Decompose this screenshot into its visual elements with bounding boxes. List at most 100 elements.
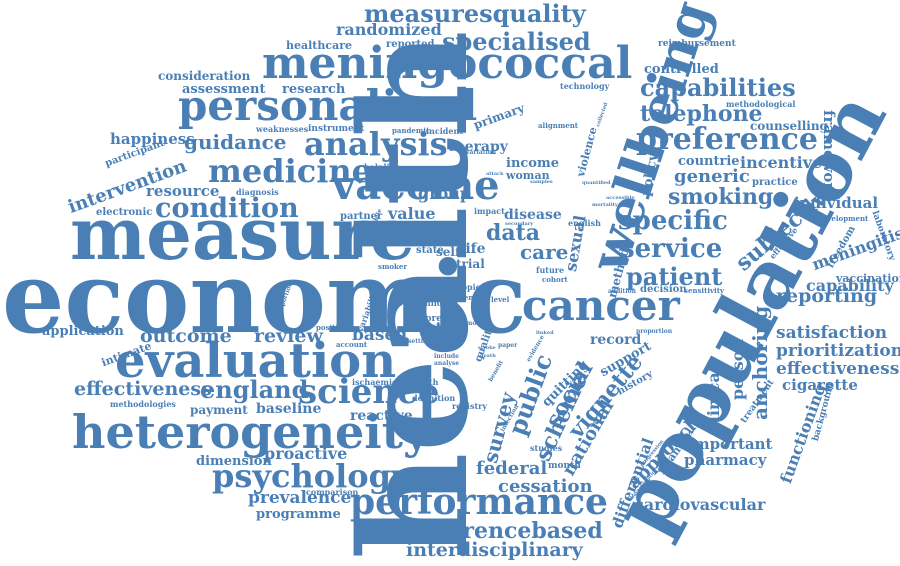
word-record: record (590, 332, 642, 348)
word-analyse: analyse (434, 360, 460, 367)
word-patient: patient (626, 262, 723, 291)
word-trial: trial (456, 257, 485, 271)
word-reimbursement: reimbursement (658, 39, 736, 49)
word-methodological: methodological (726, 99, 796, 109)
word-performance: performance (350, 481, 608, 523)
word-more: more (416, 314, 442, 324)
word-capabilities: capabilities (640, 73, 796, 102)
word-evaluation: evaluation (115, 333, 397, 389)
word-condition: condition (155, 193, 299, 224)
word-capability: capability (806, 276, 894, 295)
word-person: person (728, 338, 747, 400)
word-personalised: personalised (178, 81, 478, 130)
word-strength: strength (400, 377, 439, 387)
word-equip: equip (382, 239, 398, 245)
word-group: group (418, 184, 472, 203)
word-prevalence: prevalence (248, 488, 352, 508)
word-important: important (688, 435, 773, 453)
word-countrie: countrie (678, 154, 740, 169)
word-income: income (506, 156, 560, 171)
word-incentive: incentive (740, 153, 823, 172)
word-partner: partner (340, 211, 383, 222)
word-practice: practice (752, 177, 798, 188)
word-most: most (466, 320, 483, 327)
word-measure: measure (70, 191, 416, 276)
word-item: item (458, 293, 476, 302)
word-cessation: cessation (498, 476, 593, 497)
word-based: based (352, 325, 408, 345)
word-analysis: analysis (304, 125, 448, 163)
word-healthcare: healthcare (286, 39, 352, 52)
word-data: data (486, 220, 541, 246)
word-measuresquality: measuresquality (364, 0, 586, 28)
word-research: research (282, 82, 346, 97)
word-setting: setting (408, 338, 432, 345)
word-payment: payment (190, 403, 248, 417)
word-state: state (416, 245, 444, 256)
word-technology: technology (560, 81, 610, 91)
word-rapid: rapid (434, 234, 458, 244)
word-linked: linked (536, 330, 554, 336)
word-qalys: qalys (442, 322, 460, 329)
word-cohort: cohort (542, 275, 568, 284)
word-smoker: smoker (378, 262, 408, 271)
word-outcome: outcome (140, 325, 232, 347)
word-individual: individual (794, 194, 879, 212)
word-electronic: electronic (96, 207, 153, 218)
word-helpline: helpline (364, 162, 401, 172)
word-resource: resource (146, 182, 220, 200)
word-definition: definition (412, 393, 456, 403)
word-account: account (336, 340, 368, 349)
word-therapy: therapy (448, 139, 508, 155)
word-addition: addition (608, 288, 636, 295)
word-topic: topic (458, 282, 481, 292)
word-instrument: instrument (308, 124, 365, 134)
word-consideration: consideration (158, 69, 251, 83)
word-future: future (536, 265, 565, 275)
word-methodologies: methodologies (110, 399, 176, 409)
word-self: self (436, 245, 461, 259)
word-federal: federal (476, 458, 548, 479)
word-include: include (434, 353, 459, 360)
word-vaccination: vaccination (836, 272, 900, 285)
word-stroke: stroke (478, 345, 496, 351)
word-ischaemic: ischaemic (352, 377, 397, 387)
word-position: position (316, 323, 348, 332)
word-randomized: randomized (336, 20, 442, 39)
word-cost: cost (410, 320, 443, 336)
word-reactive: reactive (350, 408, 413, 424)
word-economic: economic (2, 241, 527, 356)
word-vaccine: vaccine (332, 162, 500, 209)
word-cardiovascular: cardiovascular (634, 495, 766, 514)
word-level: level (491, 295, 510, 304)
word-impact: impact (474, 206, 505, 216)
word-happiness: happiness (110, 130, 195, 148)
word-effectiveness-right: effectiveness (776, 359, 900, 379)
word-proactive: proactive (264, 444, 348, 463)
word-decision: decision (640, 284, 687, 295)
word-programme: programme (256, 507, 341, 522)
word-variation: variation (466, 149, 497, 156)
word-woman: woman (506, 169, 550, 182)
word-baseline: baseline (256, 401, 322, 417)
word-child: child (420, 298, 443, 308)
word-violence: violence (574, 125, 600, 179)
word-psychology: psychology (212, 457, 410, 495)
word-medicine: medicine (208, 152, 373, 190)
word-disease: disease (504, 207, 562, 223)
word-specialised: specialised (442, 27, 591, 56)
word-mortality: mortality (592, 202, 618, 208)
word-collected: collected (595, 101, 610, 128)
word-paper: paper (498, 342, 518, 349)
word-registry: registry (452, 401, 487, 411)
word-england: england (200, 375, 309, 404)
word-controlled: controlled (644, 62, 719, 77)
word-proportion: proportion (636, 328, 673, 335)
word-alignment: alignment (538, 121, 579, 130)
word-life: life (460, 241, 486, 257)
word-clinical: clinical (704, 366, 723, 432)
word-heterogeneity: heterogeneity (72, 405, 430, 459)
word-application: application (42, 324, 124, 339)
word-generic: generic (674, 166, 750, 187)
